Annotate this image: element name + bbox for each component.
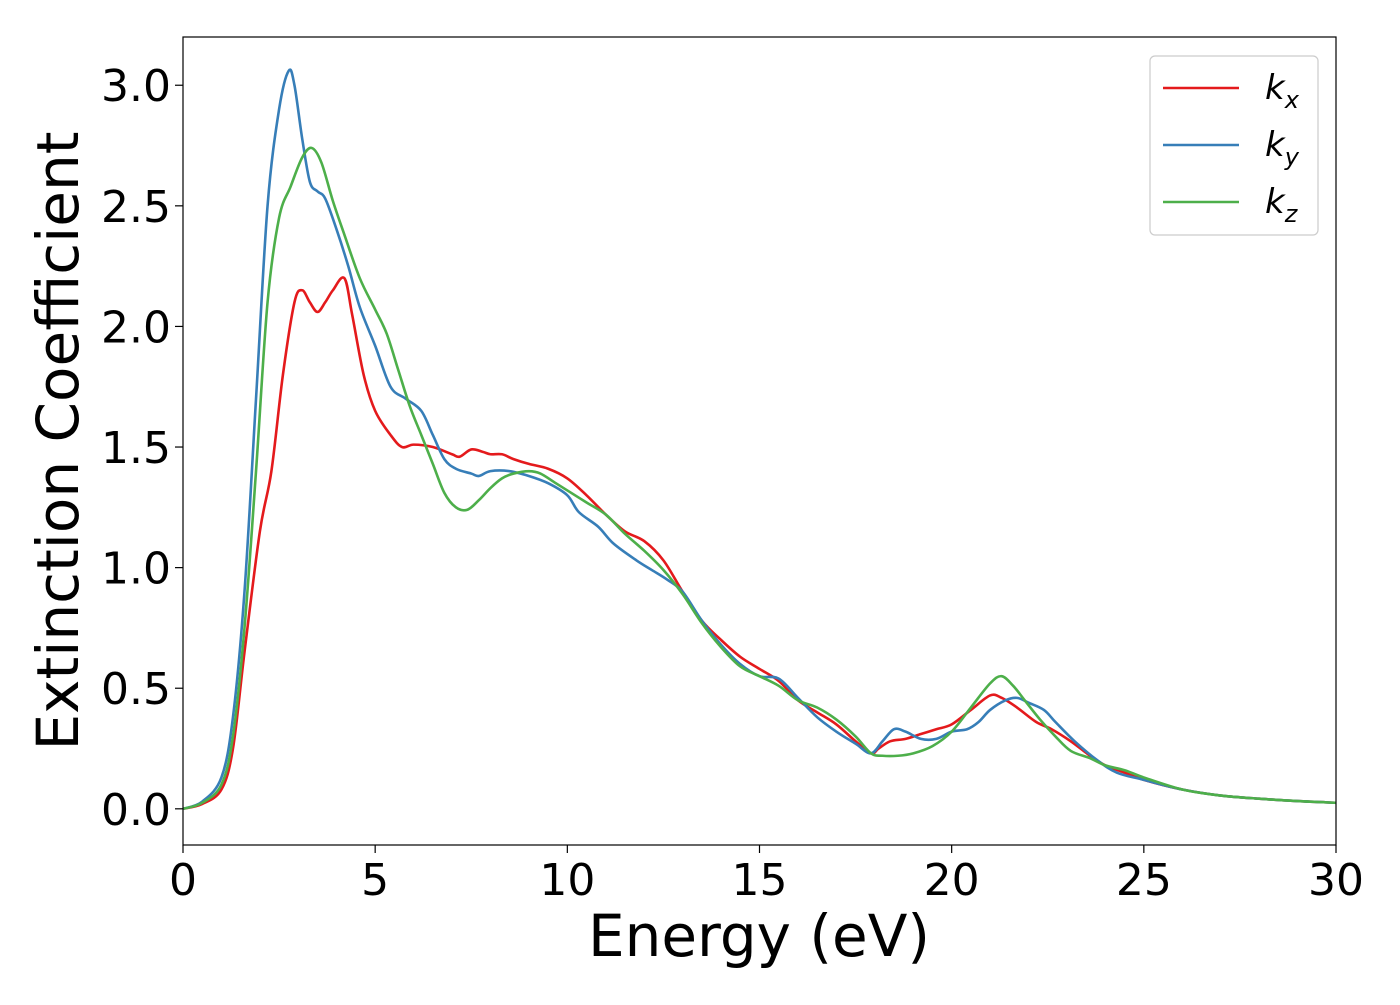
x-axis: 0 5 10 15 20 25 30: [169, 845, 1364, 906]
x-tick-label: 5: [361, 855, 389, 906]
series-line-z: [182, 146, 1337, 811]
y-axis: 0.0 0.5 1.0 1.5 2.0 2.5 3.0: [101, 61, 183, 836]
y-tick-label: 2.5: [101, 182, 171, 233]
y-tick-label: 2.0: [101, 302, 171, 353]
x-tick-label: 20: [924, 855, 980, 906]
y-tick-label: 3.0: [101, 61, 171, 112]
series-line-y: [182, 68, 1337, 811]
y-tick-label: 1.5: [101, 423, 171, 474]
series-layer: [182, 68, 1337, 811]
series-line-x: [182, 276, 1337, 811]
x-tick-label: 0: [169, 855, 197, 906]
x-tick-label: 30: [1308, 855, 1364, 906]
x-tick-label: 25: [1116, 855, 1172, 906]
y-tick-label: 0.0: [101, 785, 171, 836]
y-tick-label: 0.5: [101, 664, 171, 715]
y-axis-label: Extinction Coefficient: [24, 132, 92, 751]
x-tick-label: 10: [539, 855, 595, 906]
x-axis-label: Energy (eV): [588, 902, 930, 970]
x-tick-label: 15: [732, 855, 788, 906]
y-tick-label: 1.0: [101, 544, 171, 595]
